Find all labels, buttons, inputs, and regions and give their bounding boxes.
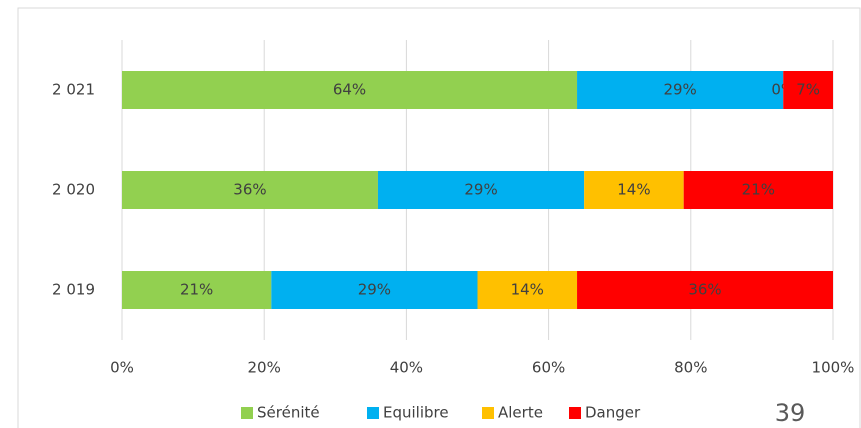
bar-segment xyxy=(477,271,578,309)
bar-segment xyxy=(683,171,833,209)
legend-label: Sérénité xyxy=(257,404,320,422)
data-label: 7% xyxy=(796,81,820,99)
x-tick-label: 60% xyxy=(532,359,565,377)
legend-swatch xyxy=(482,407,494,419)
data-label: 21% xyxy=(742,181,775,199)
page-number: 39 xyxy=(775,399,806,427)
legend-swatch xyxy=(367,407,379,419)
x-tick-label: 80% xyxy=(674,359,707,377)
x-tick-label: 100% xyxy=(812,359,855,377)
bar-segment xyxy=(577,71,784,109)
data-label: 14% xyxy=(617,181,650,199)
bar-segment xyxy=(122,171,378,209)
bar-segment xyxy=(271,271,478,309)
x-tick-label: 20% xyxy=(248,359,281,377)
data-label: 29% xyxy=(358,281,391,299)
data-label: 64% xyxy=(333,81,366,99)
data-label: 14% xyxy=(511,281,544,299)
x-tick-label: 0% xyxy=(110,359,134,377)
legend-label: Equilibre xyxy=(383,404,449,422)
data-label: 29% xyxy=(663,81,696,99)
bar-segment xyxy=(122,71,578,109)
data-label: 29% xyxy=(464,181,497,199)
legend-label: Alerte xyxy=(498,404,543,422)
chart-frame xyxy=(17,7,861,428)
y-tick-label: 2 019 xyxy=(52,281,95,299)
y-tick-label: 2 021 xyxy=(52,81,95,99)
data-label: 36% xyxy=(233,181,266,199)
legend-swatch xyxy=(569,407,581,419)
bar-segment xyxy=(584,171,684,209)
data-label: 36% xyxy=(688,281,721,299)
legend-swatch xyxy=(241,407,253,419)
bar-segment xyxy=(577,271,833,309)
legend-label: Danger xyxy=(585,404,641,422)
y-tick-label: 2 020 xyxy=(52,181,95,199)
x-tick-label: 40% xyxy=(390,359,423,377)
bar-segment xyxy=(122,271,272,309)
bar-segment xyxy=(377,171,585,209)
data-label: 21% xyxy=(180,281,213,299)
bar-segment xyxy=(783,71,833,109)
